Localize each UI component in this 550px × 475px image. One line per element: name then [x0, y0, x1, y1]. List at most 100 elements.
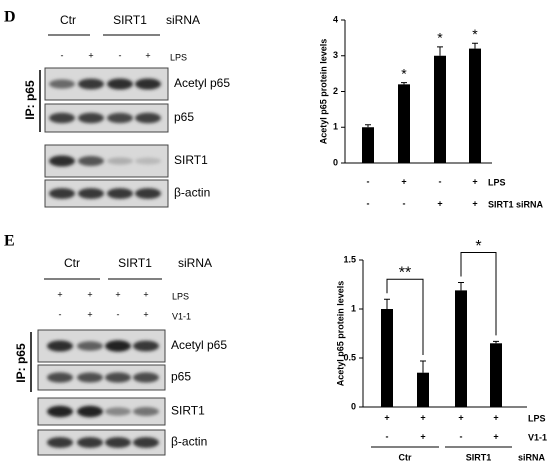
- blot-band: [78, 188, 104, 199]
- blot-band: [77, 437, 103, 448]
- y-tick-label: 3: [333, 50, 338, 60]
- blot-band: [107, 188, 133, 199]
- y-axis-label: Acetyl p65 protein levels: [318, 39, 328, 145]
- condition-sign: -: [367, 176, 370, 186]
- condition-label: V1-1: [172, 311, 191, 321]
- error-bar: [437, 46, 443, 56]
- condition-sign: -: [61, 50, 64, 60]
- condition-sign: +: [88, 50, 93, 60]
- blot-band: [135, 188, 161, 199]
- error-bar: [458, 282, 464, 291]
- significance-label: *: [475, 238, 481, 255]
- bar-annotation: *: [401, 65, 407, 81]
- error-bar: [472, 42, 478, 49]
- condition-sign: -: [386, 431, 389, 441]
- blot-band: [77, 372, 103, 383]
- condition-label: LPS: [488, 177, 506, 187]
- band-label: p65: [174, 110, 194, 124]
- condition-label: V1-1: [528, 432, 547, 442]
- error-bar: [420, 360, 426, 373]
- error-bar: [401, 82, 407, 85]
- bar: [455, 290, 467, 407]
- blot-band: [105, 340, 131, 352]
- error-bar: [365, 124, 371, 128]
- group-label: Ctr: [60, 13, 76, 27]
- group-label: SIRT1: [113, 13, 147, 27]
- significance-bracket: [386, 278, 424, 355]
- y-tick-label: 4: [333, 14, 338, 24]
- group-label: Ctr: [399, 452, 412, 462]
- y-tick-label: 0: [351, 401, 356, 411]
- condition-sign: +: [115, 289, 120, 299]
- blot-band: [47, 437, 73, 448]
- blot-band: [105, 407, 131, 416]
- group-label: Ctr: [64, 256, 80, 270]
- blot-band: [105, 372, 131, 383]
- band-label: SIRT1: [174, 153, 208, 167]
- condition-sign: +: [493, 431, 498, 441]
- blot-band: [77, 341, 103, 351]
- condition-sign: -: [119, 50, 122, 60]
- bar-annotation: *: [437, 30, 443, 46]
- bar: [417, 372, 429, 407]
- condition-sign: -: [460, 431, 463, 441]
- group-label: SIRT1: [118, 256, 152, 270]
- group-suffix: siRNA: [166, 13, 200, 27]
- blot-band: [49, 112, 75, 124]
- blot-band: [78, 112, 104, 124]
- condition-sign: -: [439, 176, 442, 186]
- ip-label: IP: p65: [23, 80, 37, 120]
- band-label: SIRT1: [171, 404, 205, 418]
- condition-label: LPS: [170, 52, 187, 62]
- blot-band: [135, 78, 161, 90]
- bar: [434, 55, 446, 163]
- error-bar: [384, 298, 390, 309]
- condition-sign: +: [145, 50, 150, 60]
- band-label: p65: [171, 370, 191, 384]
- condition-sign: -: [403, 198, 406, 208]
- condition-sign: +: [87, 309, 92, 319]
- blot-band: [47, 405, 73, 418]
- bar: [381, 309, 393, 407]
- bar: [469, 48, 481, 163]
- blot-band: [133, 340, 159, 352]
- error-bar: [493, 340, 499, 344]
- band-label: β-actin: [171, 435, 207, 449]
- blot-band: [133, 372, 159, 383]
- condition-sign: +: [472, 176, 477, 186]
- condition-sign: +: [472, 198, 477, 208]
- group-suffix: siRNA: [518, 452, 546, 462]
- blot-band: [78, 156, 104, 166]
- y-tick-label: 0: [333, 157, 338, 167]
- condition-sign: -: [117, 309, 120, 319]
- condition-label: LPS: [528, 413, 546, 423]
- blot-band: [107, 112, 133, 124]
- bar: [362, 127, 374, 163]
- blot-band: [47, 340, 73, 352]
- y-tick-label: 1.5: [343, 254, 356, 264]
- blot-band: [133, 407, 159, 416]
- panel-label: E: [4, 233, 15, 250]
- condition-sign: +: [143, 289, 148, 299]
- bar: [398, 84, 410, 163]
- condition-sign: +: [420, 431, 425, 441]
- condition-sign: +: [420, 412, 425, 422]
- y-tick-label: 1: [333, 122, 338, 132]
- blot-band: [47, 372, 73, 383]
- blot-band: [49, 155, 75, 167]
- blot-band: [107, 78, 133, 90]
- condition-sign: +: [384, 412, 389, 422]
- condition-sign: +: [401, 176, 406, 186]
- y-tick-label: 0.5: [343, 352, 356, 362]
- group-suffix: siRNA: [178, 256, 212, 270]
- blot-band: [107, 157, 133, 165]
- y-tick-label: 2: [333, 86, 338, 96]
- condition-sign: +: [437, 198, 442, 208]
- y-axis-label: Acetyl p65 protein levels: [335, 281, 345, 387]
- blot-band: [105, 437, 131, 448]
- band-label: β-actin: [174, 186, 210, 200]
- condition-sign: +: [143, 309, 148, 319]
- bar-annotation: *: [472, 26, 478, 42]
- condition-sign: -: [59, 309, 62, 319]
